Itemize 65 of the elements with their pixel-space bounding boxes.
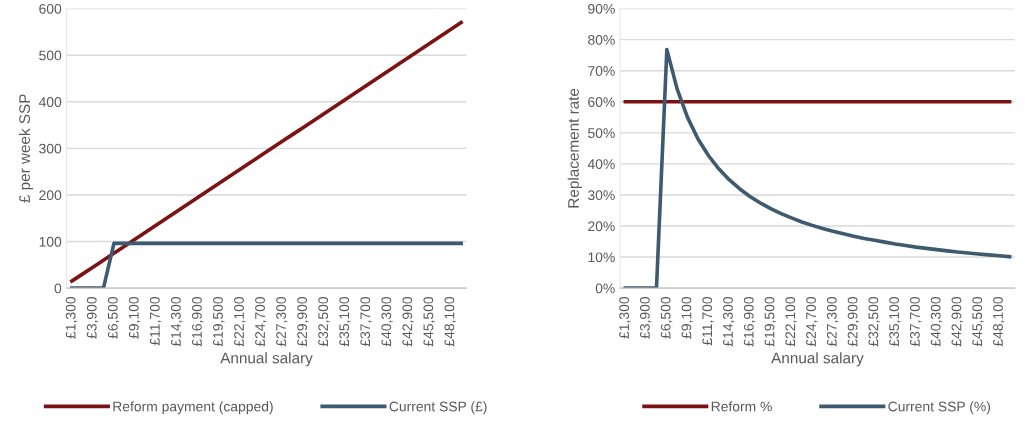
legend-label: Current SSP (£) [389, 401, 487, 415]
y-tick-label: 20% [588, 221, 615, 232]
x-tick-label: £6,500 [660, 296, 673, 339]
x-tick-label: £14,300 [723, 296, 735, 347]
x-tick-label: £6,500 [107, 296, 120, 339]
x-tick-label: £1,300 [65, 296, 78, 339]
x-tick-label: £29,900 [847, 296, 860, 347]
x-tick-label: £27,300 [276, 296, 288, 347]
legend-label: Current SSP (%) [888, 401, 991, 415]
x-axis-title: Annual salary [771, 352, 864, 367]
x-tick-label: £3,900 [639, 296, 652, 339]
y-tick-label: 90% [588, 3, 615, 14]
y-axis-title: £ per week SSP [18, 94, 34, 203]
x-tick-label: £11,700 [702, 296, 714, 346]
x-tick-label: £3,900 [86, 296, 99, 339]
x-tick-label: £35,100 [889, 296, 901, 347]
y-axis-title: Replacement rate [567, 88, 582, 208]
x-axis-title: Annual salary [220, 352, 313, 367]
x-tick-label: £11,700 [149, 296, 162, 346]
x-tick-label: £35,100 [339, 296, 351, 347]
y-tick-label: 0 [54, 283, 62, 294]
line-series [623, 47, 1012, 289]
x-tick-label: £40,300 [381, 296, 393, 347]
x-tick-label: £14,300 [170, 296, 183, 347]
y-tick-label: 300 [39, 143, 62, 154]
x-tick-label: £22,100 [785, 296, 797, 347]
x-tick-label: £22,100 [234, 296, 246, 347]
x-tick-label: £32,500 [868, 296, 880, 347]
y-tick-label: 500 [39, 50, 62, 61]
y-tick-label: 100 [39, 236, 62, 247]
x-tick-label: £48,100 [993, 296, 1005, 347]
legend-label: Reform % [711, 401, 772, 412]
x-tick-label: £24,700 [255, 296, 267, 347]
x-tick-label: £40,300 [930, 296, 943, 347]
x-tick-label: £37,700 [360, 296, 372, 347]
y-tick-label: 80% [588, 34, 615, 45]
x-tick-label: £9,100 [128, 296, 141, 339]
x-tick-label: £27,300 [826, 296, 839, 347]
x-tick-label: £29,900 [297, 296, 309, 347]
x-tick-label: £37,700 [909, 296, 922, 347]
line-series [70, 20, 463, 283]
x-tick-label: £16,900 [743, 296, 756, 347]
y-tick-label: 40% [587, 159, 615, 170]
y-tick-label: 30% [588, 190, 615, 201]
x-tick-label: £45,500 [423, 296, 435, 347]
x-tick-label: £48,100 [444, 296, 456, 347]
x-tick-label: £42,900 [951, 296, 963, 347]
y-tick-label: 50% [588, 128, 615, 138]
y-tick-label: 0% [595, 283, 615, 294]
y-tick-label: 60% [588, 97, 615, 107]
x-tick-label: £42,900 [402, 296, 414, 347]
x-tick-label: £1,300 [619, 296, 631, 339]
x-tick-label: £9,100 [681, 296, 693, 339]
y-tick-label: 200 [39, 190, 62, 201]
y-tick-label: 70% [588, 66, 615, 76]
x-tick-label: £16,900 [192, 296, 204, 347]
y-tick-label: 600 [39, 3, 62, 14]
legend-label: Reform payment (capped) [113, 401, 273, 415]
x-tick-label: £19,500 [764, 296, 777, 347]
y-tick-label: 10% [588, 252, 615, 263]
y-tick-label: 400 [38, 97, 62, 107]
x-tick-label: £19,500 [213, 296, 225, 347]
x-tick-label: £24,700 [806, 296, 818, 347]
x-tick-label: £45,500 [972, 296, 984, 347]
x-tick-label: £32,500 [318, 296, 330, 347]
